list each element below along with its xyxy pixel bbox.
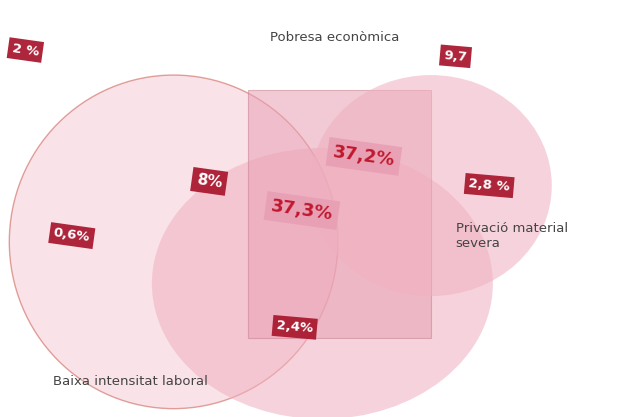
Text: 0,6%: 0,6% <box>53 226 91 245</box>
Text: 9,7: 9,7 <box>443 49 467 64</box>
Ellipse shape <box>9 75 338 409</box>
Text: 2 %: 2 % <box>11 42 40 58</box>
Text: 2,8 %: 2,8 % <box>468 177 510 194</box>
Text: 8%: 8% <box>195 172 223 191</box>
Text: Privació material
severa: Privació material severa <box>456 221 568 250</box>
Text: Baixa intensitat laboral: Baixa intensitat laboral <box>53 375 208 388</box>
Ellipse shape <box>310 75 552 296</box>
Text: 37,3%: 37,3% <box>270 197 334 224</box>
Bar <box>248 90 431 338</box>
Text: Pobresa econòmica: Pobresa econòmica <box>270 31 399 44</box>
Text: 37,2%: 37,2% <box>332 143 396 170</box>
Text: 2,4%: 2,4% <box>276 319 314 335</box>
Ellipse shape <box>152 148 493 417</box>
